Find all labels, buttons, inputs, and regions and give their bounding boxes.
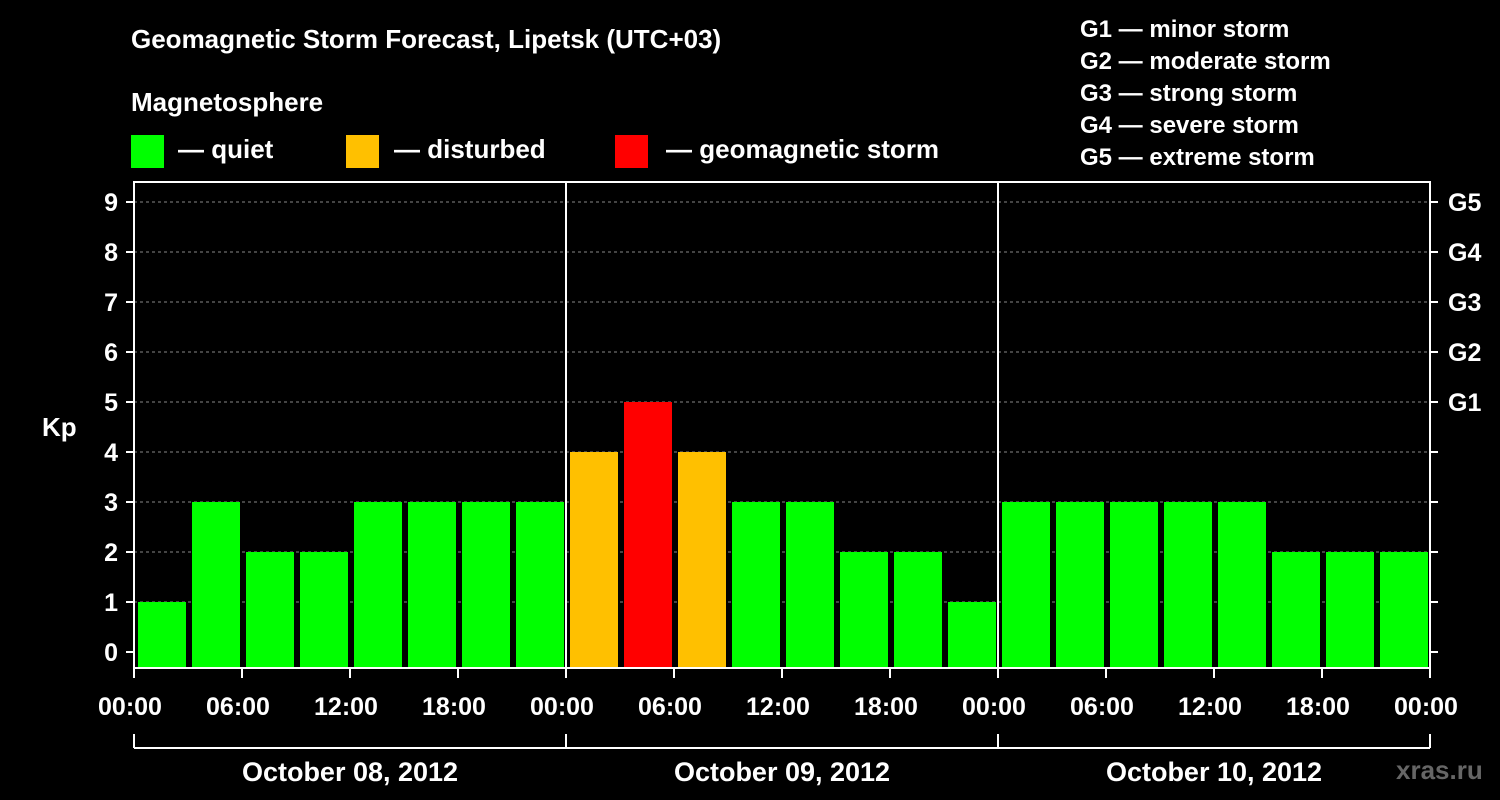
y-tick-label: 4 <box>104 439 118 467</box>
storm-level-g3: G3 — strong storm <box>1080 80 1298 107</box>
kp-bar <box>138 602 186 668</box>
storm-level-legend: G1 — minor storm G2 — moderate storm G3 … <box>1080 14 1331 174</box>
day-label: October 10, 2012 <box>1106 757 1322 787</box>
storm-level-g1: G1 — minor storm <box>1080 16 1290 43</box>
kp-bar <box>1326 552 1374 668</box>
x-tick-label: 18:00 <box>1286 693 1350 721</box>
y-tick-label: 7 <box>104 289 118 317</box>
storm-level-g2: G2 — moderate storm <box>1080 48 1331 75</box>
x-tick-label: 06:00 <box>206 693 270 721</box>
storm-level-tick-label: G2 <box>1448 339 1481 367</box>
x-tick-label: 18:00 <box>854 693 918 721</box>
kp-bar <box>678 452 726 668</box>
kp-bar <box>354 502 402 668</box>
y-tick-label: 5 <box>104 389 118 417</box>
kp-bar <box>408 502 456 668</box>
y-tick-label: 6 <box>104 339 118 367</box>
x-tick-label: 06:00 <box>1070 693 1134 721</box>
kp-bar <box>894 552 942 668</box>
y-tick-label: 8 <box>104 239 118 267</box>
storm-level-tick-label: G4 <box>1448 239 1481 267</box>
legend-swatch-storm <box>615 135 648 168</box>
legend-swatch-disturbed <box>346 135 379 168</box>
y-tick-label: 9 <box>104 189 118 217</box>
y-tick-label: 2 <box>104 539 118 567</box>
x-tick-label: 18:00 <box>422 693 486 721</box>
x-tick-label: 12:00 <box>314 693 378 721</box>
chart-title: Geomagnetic Storm Forecast, Lipetsk (UTC… <box>131 24 722 54</box>
x-tick-label: 00:00 <box>962 693 1026 721</box>
day-label: October 09, 2012 <box>674 757 890 787</box>
kp-bar <box>1164 502 1212 668</box>
kp-bar <box>570 452 618 668</box>
legend-label-disturbed: — disturbed <box>394 134 546 164</box>
watermark: xras.ru <box>1396 755 1483 785</box>
kp-bar <box>840 552 888 668</box>
kp-bar <box>1272 552 1320 668</box>
storm-level-tick-label: G5 <box>1448 189 1481 217</box>
legend-label-storm: — geomagnetic storm <box>666 134 940 164</box>
y-tick-label: 1 <box>104 589 118 617</box>
kp-bar <box>624 402 672 668</box>
kp-bar <box>516 502 564 668</box>
kp-bar <box>1380 552 1428 668</box>
x-tick-label: 06:00 <box>638 693 702 721</box>
y-axis-label: Kp <box>42 412 77 442</box>
x-tick-label: 00:00 <box>98 693 162 721</box>
storm-level-g4: G4 — severe storm <box>1080 112 1299 139</box>
kp-bar <box>1110 502 1158 668</box>
kp-bar <box>300 552 348 668</box>
x-tick-label: 12:00 <box>746 693 810 721</box>
x-tick-label: 00:00 <box>1394 693 1458 721</box>
storm-level-tick-label: G1 <box>1448 389 1481 417</box>
kp-bar <box>192 502 240 668</box>
legend-heading: Magnetosphere <box>131 87 324 117</box>
storm-level-tick-label: G3 <box>1448 289 1481 317</box>
kp-bar <box>1218 502 1266 668</box>
kp-bar <box>1002 502 1050 668</box>
x-tick-label: 12:00 <box>1178 693 1242 721</box>
x-tick-label: 00:00 <box>530 693 594 721</box>
day-label: October 08, 2012 <box>242 757 458 787</box>
kp-bar <box>246 552 294 668</box>
y-tick-label: 3 <box>104 489 118 517</box>
kp-bar <box>786 502 834 668</box>
y-tick-label: 0 <box>104 639 118 667</box>
storm-level-g5: G5 — extreme storm <box>1080 144 1315 171</box>
kp-bar <box>732 502 780 668</box>
legend-swatch-quiet <box>131 135 164 168</box>
kp-bar <box>462 502 510 668</box>
kp-bar <box>1056 502 1104 668</box>
legend-label-quiet: — quiet <box>178 134 274 164</box>
kp-bar <box>948 602 996 668</box>
